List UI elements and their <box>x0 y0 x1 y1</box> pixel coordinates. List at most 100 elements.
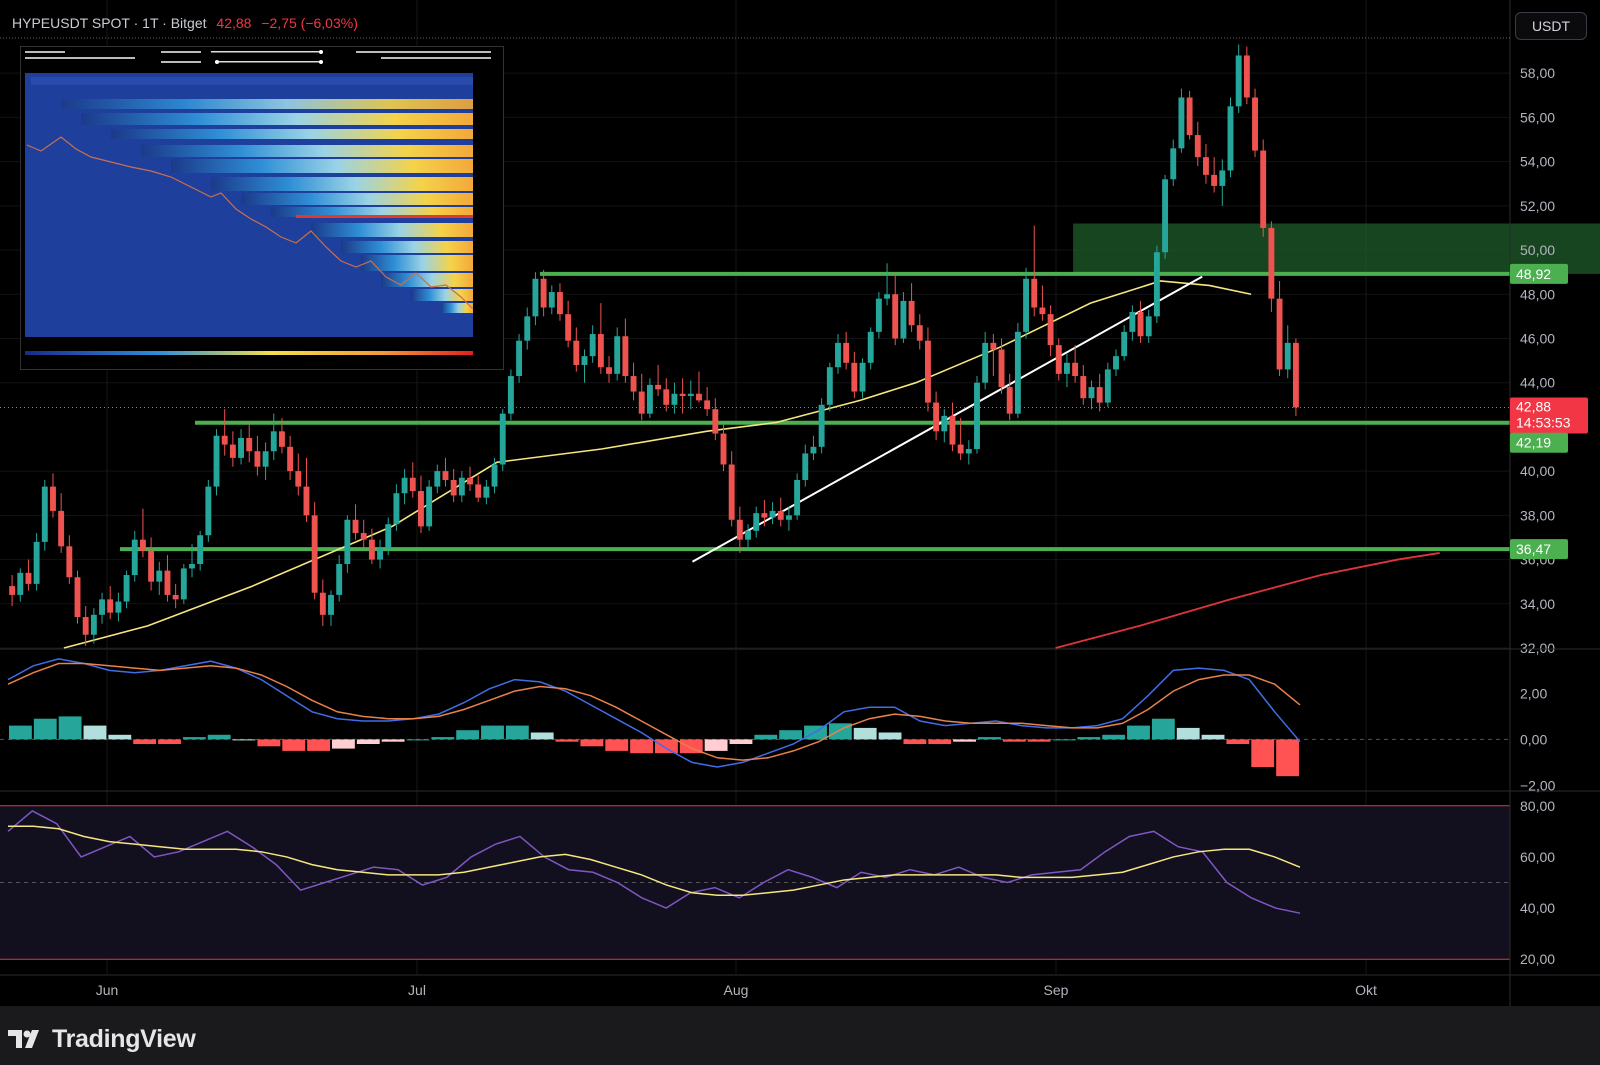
candle-body <box>17 572 24 595</box>
last-price-marker <box>1510 397 1588 434</box>
candle-body <box>99 599 105 615</box>
candle-body <box>344 519 351 564</box>
candle-body <box>197 535 204 564</box>
tradingview-wordmark: TradingView <box>52 1024 196 1053</box>
candle-body <box>794 479 801 516</box>
candle-body <box>213 435 220 487</box>
candle-body <box>990 342 997 350</box>
currency-button[interactable]: USDT <box>1515 12 1587 40</box>
candle-body <box>229 444 236 458</box>
macd-histogram-bar <box>853 727 877 740</box>
rsi-tick-label: 40,00 <box>1520 900 1555 916</box>
last-price-label: 42,88 <box>1516 398 1551 414</box>
level-price-marker <box>1510 263 1568 284</box>
candle-body <box>483 486 490 498</box>
heatmap-picture <box>25 50 491 355</box>
candle-body <box>74 577 81 618</box>
candle-body <box>916 325 923 341</box>
candle-body <box>761 513 768 518</box>
candle-body <box>998 349 1005 388</box>
candle-body <box>426 486 433 527</box>
y-tick-label: 50,00 <box>1520 242 1555 258</box>
liquidation-heatmap-image <box>20 46 504 370</box>
macd-histogram-bar <box>1027 739 1051 742</box>
macd-histogram-bar <box>158 739 181 744</box>
candle-body <box>843 342 850 363</box>
heatmap-bands <box>31 77 473 313</box>
candle-body <box>254 451 261 467</box>
y-tick-label: 38,00 <box>1520 507 1555 523</box>
rsi-panel <box>0 805 1510 960</box>
candle-body <box>82 617 89 635</box>
candle-body <box>25 572 32 584</box>
candle-body <box>720 433 727 465</box>
candle-body <box>728 464 735 520</box>
axes: Jun Jul Aug Sep Okt 58,00 56,00 54,00 52,00 50,00… <box>0 0 1600 1006</box>
candle-body <box>467 477 473 485</box>
candle-body <box>655 384 662 390</box>
candle-body <box>802 453 809 480</box>
candle-body <box>172 594 179 600</box>
candle-body <box>491 464 498 487</box>
macd-histogram-bar <box>1052 739 1076 741</box>
tradingview-logo[interactable]: TradingView <box>8 1024 196 1054</box>
candle-body <box>687 393 694 396</box>
candle-body <box>442 471 449 480</box>
candle-body <box>352 519 359 534</box>
candle-body <box>221 435 228 445</box>
candle-body <box>818 404 825 447</box>
macd-histogram-bar <box>83 725 107 740</box>
candle-body <box>606 367 612 374</box>
candle-body <box>66 546 73 578</box>
signal-line <box>7 662 1301 761</box>
candle-body <box>1219 170 1226 186</box>
candle-body <box>745 530 751 540</box>
rsi-ma-line <box>8 825 1301 897</box>
macd-panel <box>0 658 1510 777</box>
header-last-price: 42,88 <box>216 15 252 31</box>
symbol-title: HYPEUSDT SPOT · 1T · Bitget <box>12 15 207 31</box>
y-tick-label: 34,00 <box>1520 596 1555 612</box>
candle-body <box>458 477 465 496</box>
candle-body <box>1064 362 1070 374</box>
macd-histogram-bar <box>481 725 504 740</box>
candle-body <box>867 331 874 363</box>
level-price-label: 42,19 <box>1516 435 1551 451</box>
candle-body <box>1276 298 1283 370</box>
macd-histogram-bar <box>406 739 430 741</box>
macd-histogram-bar <box>207 734 231 740</box>
candle-body <box>1072 362 1079 377</box>
rsi-tick-label: 60,00 <box>1520 849 1555 865</box>
candle-body <box>1113 356 1119 370</box>
symbol-header: HYPEUSDT SPOT · 1T · Bitget 42,88 −2,75 … <box>12 15 358 31</box>
candle-body <box>475 484 482 498</box>
candle-body <box>1178 97 1185 149</box>
candle-body <box>974 382 980 450</box>
macd-histogram-bar <box>903 739 927 744</box>
candle-body <box>900 300 907 339</box>
candle-body <box>1096 387 1103 403</box>
candle-body <box>1121 331 1128 357</box>
candle-body <box>884 294 890 299</box>
candle-body <box>507 376 514 414</box>
candle-body <box>434 471 441 487</box>
candle-body <box>622 336 629 377</box>
candle-body <box>826 367 833 405</box>
candle-body <box>835 342 841 368</box>
rsi-tick-label: 80,00 <box>1520 798 1555 814</box>
macd-histogram-bar <box>655 739 678 754</box>
candle-body <box>671 393 678 405</box>
candle-body <box>573 340 580 366</box>
candle-body <box>295 471 302 487</box>
candle-body <box>270 431 277 452</box>
candle-body <box>1006 387 1013 414</box>
countdown-label: 14:53:53 <box>1516 414 1571 430</box>
candle-body <box>696 393 702 401</box>
candle-body <box>704 400 711 410</box>
candle-body <box>1129 311 1136 332</box>
candle-body <box>777 510 784 520</box>
rsi-tick-label: 20,00 <box>1520 951 1555 967</box>
macd-histogram-bar <box>332 739 355 749</box>
macd-histogram-bar <box>1002 739 1026 742</box>
